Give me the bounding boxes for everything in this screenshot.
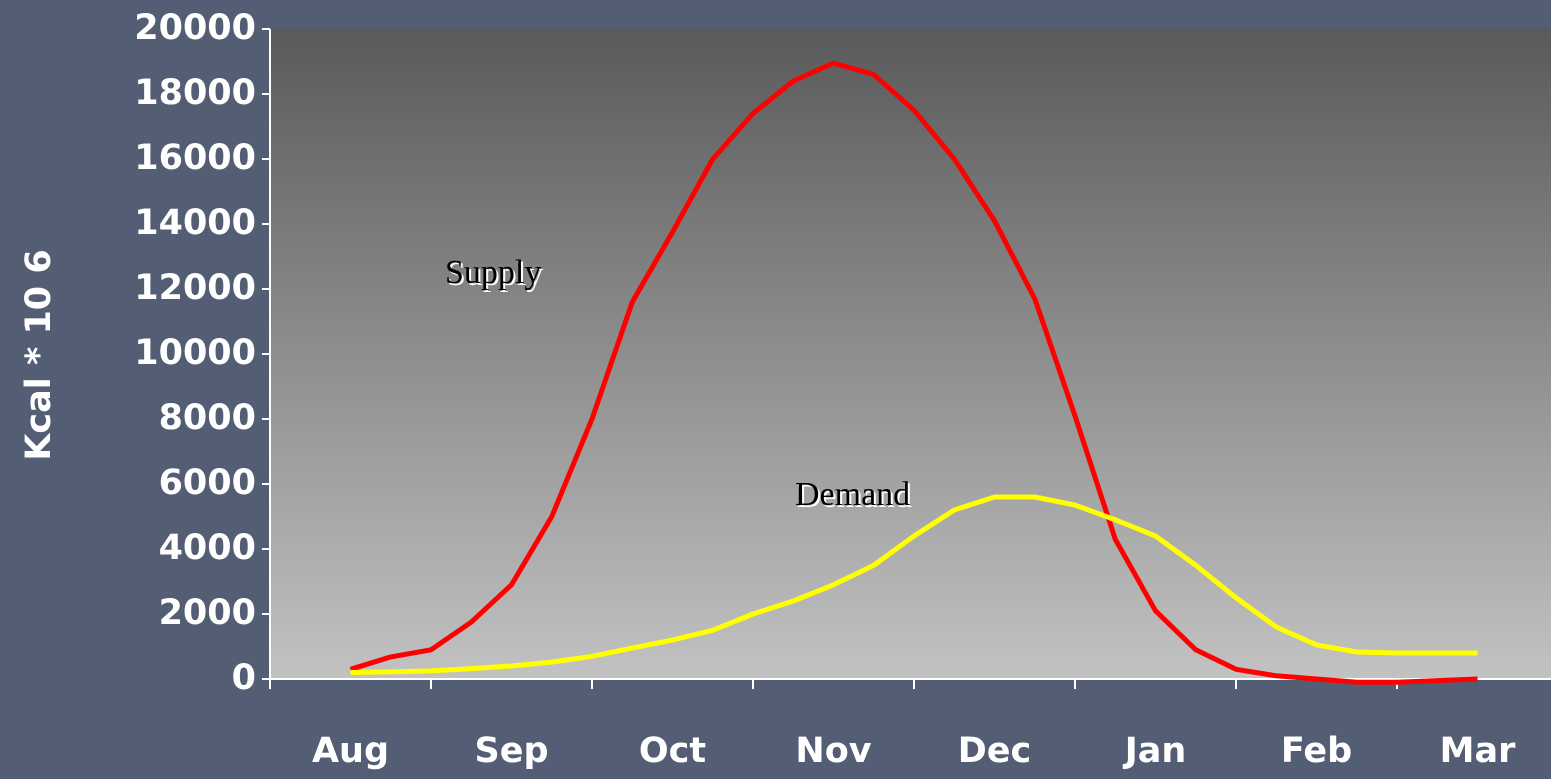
x-tick-label: Nov (795, 731, 871, 771)
y-axis-label: Kcal * 10 6 (19, 249, 59, 460)
y-tick-label: 14000 (134, 203, 256, 243)
annotation: Demand (795, 476, 910, 513)
x-tick-label: Sep (475, 731, 549, 771)
line-series (350, 494, 1478, 675)
x-tick-label: Oct (639, 731, 706, 771)
y-tick-label: 18000 (134, 73, 256, 113)
y-tick-label: 6000 (159, 463, 256, 503)
x-tick-label: Jan (1123, 731, 1187, 771)
line-series (349, 60, 1478, 685)
y-tick-label: 12000 (134, 268, 256, 308)
annotation-shadow: Demand (797, 478, 912, 515)
x-tick-label: Mar (1440, 731, 1516, 771)
y-tick-label: 10000 (134, 333, 256, 373)
plot-area (270, 29, 1551, 679)
x-tick-label: Feb (1281, 731, 1352, 771)
x-tick-label: Aug (312, 731, 389, 771)
y-tick-label: 20000 (134, 8, 256, 48)
y-tick-label: 0 (232, 658, 256, 698)
y-tick-label: 2000 (159, 593, 256, 633)
y-tick-label: 4000 (159, 528, 256, 568)
y-tick-label: 8000 (159, 398, 256, 438)
annotation-shadow: Supply (447, 256, 543, 293)
y-tick-label: 16000 (134, 138, 256, 178)
annotation: Supply (445, 254, 541, 291)
x-tick-label: Dec (958, 731, 1032, 771)
